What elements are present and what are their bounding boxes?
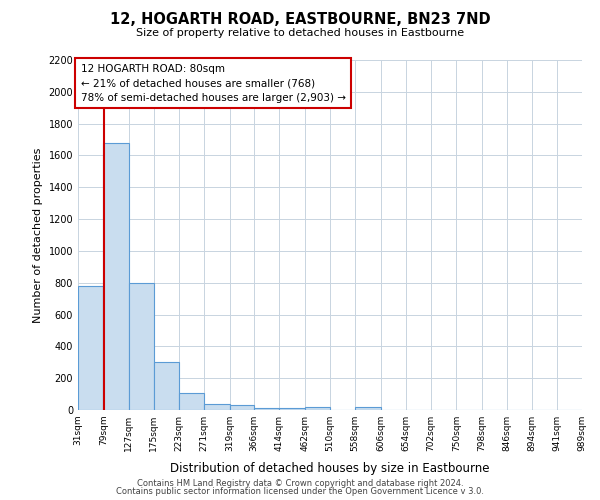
Bar	[103, 142, 128, 410]
Bar	[254, 408, 280, 410]
Bar	[204, 404, 230, 410]
Bar	[355, 407, 380, 410]
X-axis label: Distribution of detached houses by size in Eastbourne: Distribution of detached houses by size …	[170, 462, 490, 475]
Bar	[179, 392, 204, 410]
Text: Size of property relative to detached houses in Eastbourne: Size of property relative to detached ho…	[136, 28, 464, 38]
Bar	[78, 286, 103, 410]
Bar	[280, 408, 305, 410]
Bar	[230, 405, 254, 410]
Text: Contains HM Land Registry data © Crown copyright and database right 2024.: Contains HM Land Registry data © Crown c…	[137, 478, 463, 488]
Text: 12 HOGARTH ROAD: 80sqm
← 21% of detached houses are smaller (768)
78% of semi-de: 12 HOGARTH ROAD: 80sqm ← 21% of detached…	[80, 64, 346, 103]
Bar	[305, 407, 330, 410]
Text: Contains public sector information licensed under the Open Government Licence v : Contains public sector information licen…	[116, 487, 484, 496]
Bar	[154, 362, 179, 410]
Bar	[128, 282, 154, 410]
Text: 12, HOGARTH ROAD, EASTBOURNE, BN23 7ND: 12, HOGARTH ROAD, EASTBOURNE, BN23 7ND	[110, 12, 490, 28]
Y-axis label: Number of detached properties: Number of detached properties	[33, 148, 43, 322]
